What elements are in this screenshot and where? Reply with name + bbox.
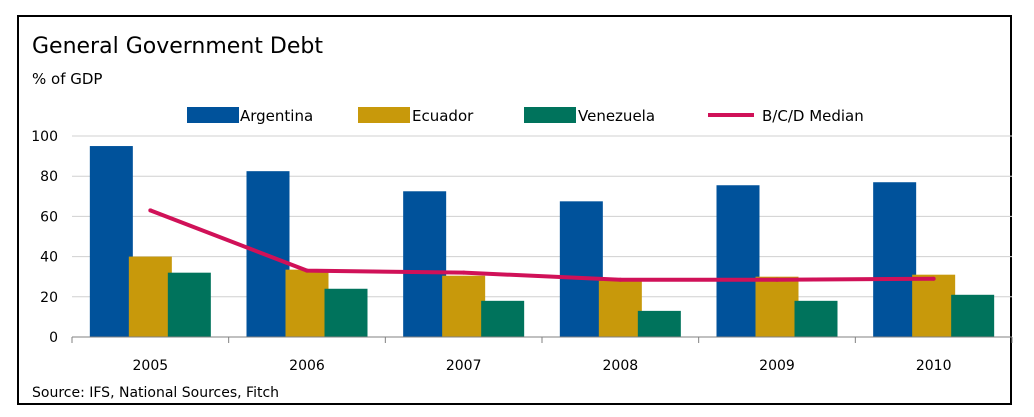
legend-label-argentina: Argentina [240,107,313,125]
source-note: Source: IFS, National Sources, Fitch [32,385,279,401]
bar-argentina [403,191,447,337]
y-tick-label: 40 [40,250,58,266]
x-tick-label: 2008 [603,358,639,374]
bar-argentina [559,201,603,337]
legend-item-ecuador: Ecuador [358,107,474,125]
y-tick-label: 100 [31,129,58,145]
y-tick-label: 60 [40,209,58,225]
legend-item-b-c-d-median: B/C/D Median [708,107,864,125]
bar-venezuela [167,272,211,337]
legend-label-ecuador: Ecuador [412,107,474,125]
bar-venezuela [637,310,681,337]
bars [89,146,995,337]
bar-ecuador [912,274,956,337]
bar-argentina [716,185,760,337]
legend: Argentina Ecuador Venezuela B/C/D Median [187,107,864,125]
bar-ecuador [285,269,329,337]
legend-label-b-c-d-median: B/C/D Median [762,107,864,125]
chart-frame [17,15,1012,405]
bar-ecuador [755,276,799,337]
legend-swatch-ecuador [358,107,410,123]
x-tick-label: 2010 [916,358,952,374]
axes: 0 20 40 60 80 100 2005 2006 2007 2008 2009 2010 [31,129,1013,374]
legend-label-venezuela: Venezuela [578,107,655,125]
median-point [305,268,309,273]
legend-swatch-venezuela [524,107,576,123]
median-point [775,277,779,282]
y-tick-label: 0 [49,330,58,346]
x-tick-label: 2005 [133,358,169,374]
x-tick-label: 2009 [759,358,795,374]
x-tick-label: 2007 [446,358,482,374]
bar-argentina [89,146,133,337]
y-tick-label: 20 [40,290,58,306]
median-line-path [149,208,934,282]
median-point [461,270,466,275]
y-tick-label: 80 [40,169,58,185]
bar-argentina [873,182,917,337]
bar-venezuela [951,294,995,337]
bar-ecuador [128,256,172,337]
legend-item-argentina: Argentina [187,107,313,125]
bar-venezuela [324,288,368,337]
legend-swatch-argentina [187,107,239,123]
bar-ecuador [598,280,642,337]
median-point [148,208,153,213]
bar-ecuador [442,275,486,337]
median-point [931,276,936,281]
chart-subtitle: % of GDP [32,70,102,88]
median-line [148,208,936,282]
bar-venezuela [481,300,525,337]
bar-venezuela [794,300,838,337]
legend-item-venezuela: Venezuela [524,107,655,125]
chart-title: General Government Debt [32,34,323,59]
grid [72,135,1012,298]
median-point [618,277,623,282]
x-tick-label: 2006 [289,358,325,374]
